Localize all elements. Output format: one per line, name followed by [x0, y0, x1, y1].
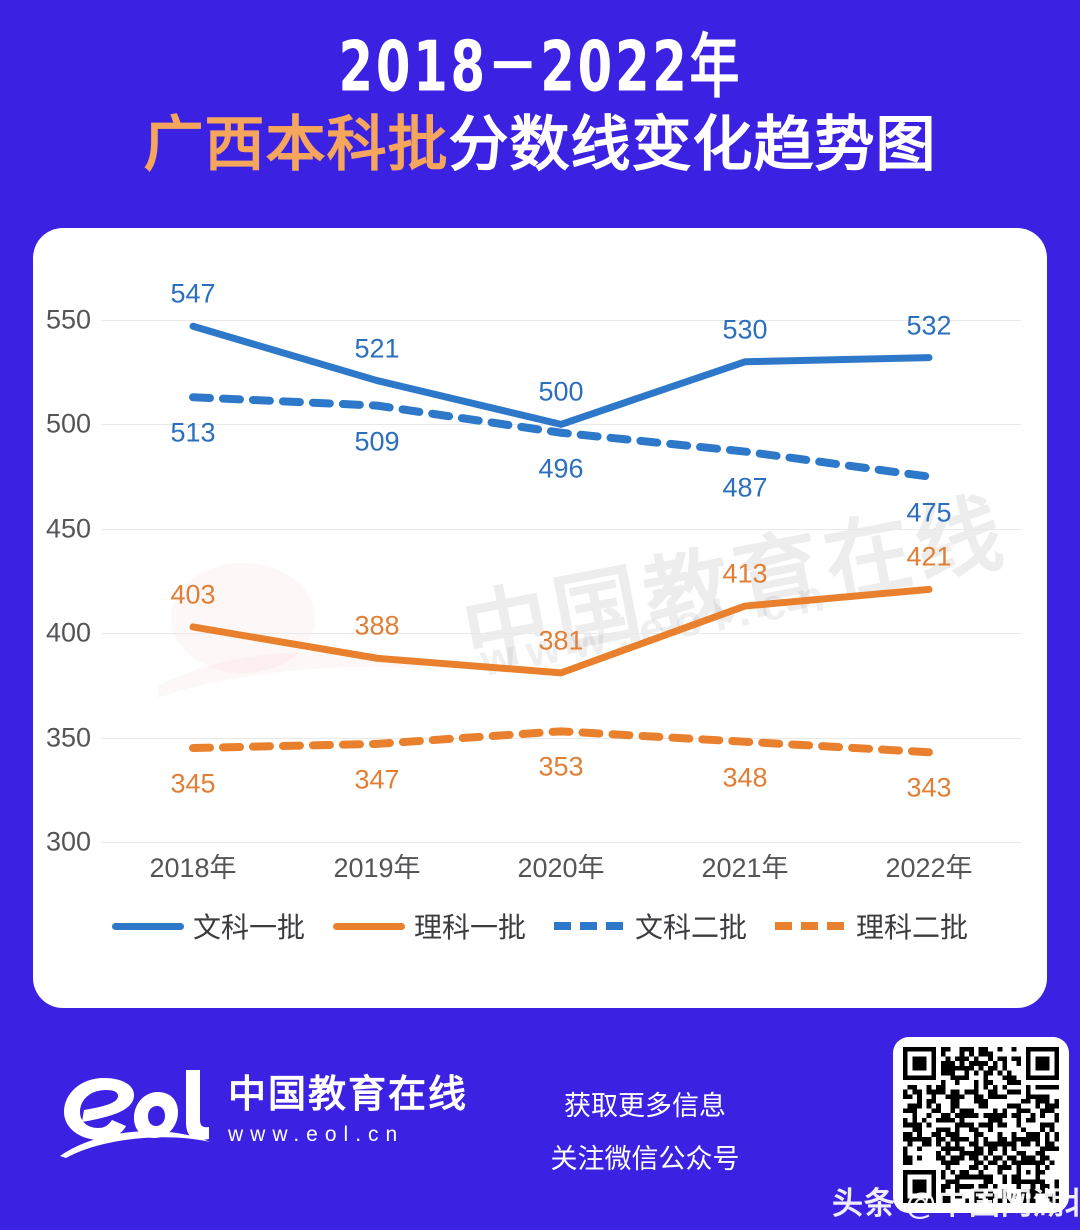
- data-point-label: 413: [722, 558, 768, 589]
- x-axis-tick-label: 2021年: [701, 853, 789, 883]
- brand-name: 中国教育在线: [228, 1074, 469, 1117]
- y-axis-tick-label: 350: [45, 722, 91, 753]
- series-line: [189, 322, 933, 428]
- title-year-range: 2018－2022年: [338, 26, 742, 108]
- legend-label: 理科一批: [413, 912, 526, 943]
- data-point-label: 496: [538, 453, 584, 484]
- wechat-qr-code[interactable]: [893, 1037, 1069, 1213]
- legend-swatch-icon: [111, 922, 184, 930]
- chart-legend: 文科一批 理科一批 文科二批 理科二批: [33, 906, 1047, 946]
- data-point-label: 547: [170, 278, 216, 309]
- brand-url: www.eol.cn: [228, 1123, 405, 1147]
- cta-line-2: 关注微信公众号: [550, 1143, 740, 1174]
- data-point-label: 500: [538, 376, 584, 407]
- gridline: [101, 320, 1021, 321]
- legend-item[interactable]: 理科一批: [332, 906, 526, 946]
- data-point-label: 347: [354, 764, 400, 795]
- data-point-label: 353: [538, 751, 584, 782]
- legend-item[interactable]: 文科一批: [111, 906, 305, 946]
- series-line: [189, 393, 933, 481]
- legend-item[interactable]: 文科二批: [554, 906, 747, 946]
- title-rest: 分数线变化趋势图: [448, 110, 937, 178]
- data-point-label: 509: [354, 426, 400, 457]
- gridline: [101, 737, 1021, 739]
- legend-item[interactable]: 理科二批: [775, 906, 968, 946]
- qr-code-image: [903, 1047, 1059, 1203]
- data-point-label: 403: [170, 579, 216, 610]
- data-point-label: 343: [906, 772, 952, 803]
- brand-logo-wrap: 中国教育在线 www.eol.cn: [60, 1066, 468, 1158]
- title-highlight: 广西本科批: [143, 110, 449, 178]
- x-axis-tick-label: 2019年: [333, 853, 421, 883]
- y-axis-tick-label: 300: [45, 826, 91, 857]
- data-point-label: 521: [354, 333, 400, 364]
- x-axis-tick-label: 2018年: [149, 853, 237, 883]
- cta-line-1: 获取更多信息: [564, 1091, 726, 1121]
- y-axis-tick-label: 400: [45, 617, 91, 648]
- footer: 中国教育在线 www.eol.cn 获取更多信息 关注微信公众号: [0, 1008, 1080, 1230]
- legend-swatch-icon: [332, 922, 405, 930]
- y-axis-tick-label: 550: [45, 304, 91, 335]
- toutiao-watermark: 头条 @中国网湖北: [832, 1186, 1080, 1221]
- data-point-label: 388: [354, 610, 400, 641]
- x-axis-tick-label: 2020年: [517, 853, 605, 883]
- data-point-label: 513: [170, 417, 216, 448]
- data-point-label: 421: [906, 541, 952, 572]
- legend-label: 理科二批: [856, 912, 969, 943]
- gridline: [101, 842, 1021, 843]
- data-point-label: 532: [906, 310, 952, 341]
- legend-label: 文科二批: [635, 912, 748, 943]
- page-title-block: 2018－2022年 广西本科批分数线变化趋势图: [0, 24, 1080, 177]
- legend-label: 文科一批: [192, 912, 305, 943]
- series-lines: [189, 322, 933, 757]
- data-point-label: 487: [722, 472, 768, 503]
- cta-block: 获取更多信息 关注微信公众号: [551, 1080, 740, 1185]
- series-line: [189, 727, 933, 757]
- data-point-label: 381: [538, 625, 584, 656]
- legend-swatch-icon: [775, 922, 847, 930]
- series-line: [189, 585, 933, 677]
- x-axis-tick-label: 2022年: [885, 853, 973, 883]
- chart-card: 中国教育在线 www.eol.cn 300 350 400 450 500 550 201…: [33, 228, 1047, 1008]
- y-axis-tick-label: 450: [45, 513, 91, 544]
- data-point-label: 475: [906, 497, 952, 528]
- gridline: [101, 528, 1021, 530]
- gridline: [101, 633, 1021, 635]
- data-point-label: 345: [170, 768, 216, 799]
- brand-text: 中国教育在线 www.eol.cn: [228, 1074, 468, 1149]
- data-point-label: 530: [722, 314, 768, 345]
- data-point-label: 348: [722, 762, 768, 793]
- y-axis-tick-label: 500: [45, 408, 91, 439]
- page-title: 广西本科批分数线变化趋势图: [0, 110, 1080, 178]
- eol-logo-icon: [60, 1070, 210, 1158]
- plot-area: 300 350 400 450 500 550 2018年 2019年 2020年 2021年 2…: [33, 228, 1047, 1008]
- legend-swatch-icon: [554, 922, 626, 930]
